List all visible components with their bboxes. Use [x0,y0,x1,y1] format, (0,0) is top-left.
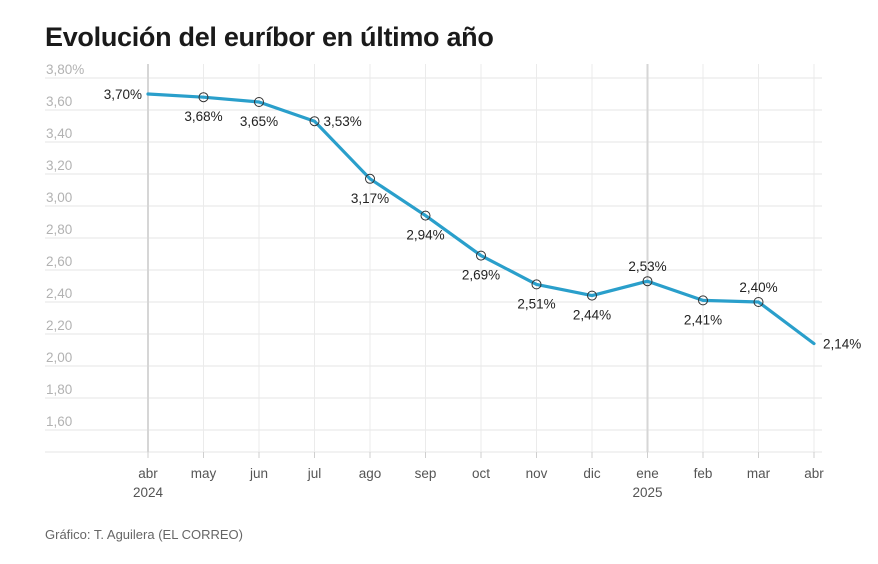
data-point [587,290,597,301]
x-tick-label: jul [307,466,322,481]
y-tick-label: 3,60 [46,94,72,109]
data-label: 2,41% [684,312,722,327]
data-label: 2,44% [573,308,611,323]
y-tick-label: 2,60 [46,254,72,269]
y-tick-label: 2,00 [46,350,72,365]
data-label: 2,51% [517,296,555,311]
y-tick-label: 3,00 [46,190,72,205]
y-tick-label: 1,60 [46,414,72,429]
x-axis: abr may jun jul ago sep oct nov dic ene feb mar abr 2… [133,452,824,500]
x-tick-label: jun [249,466,268,481]
data-point [254,97,264,107]
x-tick-label: nov [526,466,548,481]
data-point [642,276,653,287]
data-point [531,279,542,290]
y-tick-label: 3,80% [46,62,84,77]
data-label: 2,69% [462,268,500,283]
x-tick-label: ene [636,466,659,481]
x-tick-label: abr [138,466,158,481]
data-point [476,250,486,261]
chart-credit: Gráfico: T. Aguilera (EL CORREO) [45,527,243,542]
x-tick-label: dic [583,466,601,481]
x-tick-label: sep [415,466,437,481]
data-label: 3,17% [351,191,389,206]
data-label: 2,94% [406,228,444,243]
data-label: 3,70% [104,87,142,102]
line-chart: 3,80% 3,60 3,40 3,20 3,00 2,80 2,60 2,40 2,20 2,0… [45,62,862,500]
x-tick-label: abr [804,466,824,481]
data-point [198,92,209,103]
data-label: 2,14% [823,337,861,352]
series-line [146,92,816,346]
data-label: 3,68% [184,109,222,124]
chart-title: Evolución del euríbor en último año [45,22,494,52]
x-tick-label: mar [747,466,771,481]
data-label: 2,40% [739,280,777,295]
data-point [420,210,431,221]
y-tick-label: 1,80 [46,382,72,397]
y-tick-label: 3,40 [46,126,72,141]
data-point [753,297,764,307]
data-point [698,295,708,306]
x-tick-label: may [191,466,217,481]
y-tick-label: 2,80 [46,222,72,237]
grid [45,64,822,453]
y-tick-label: 3,20 [46,158,72,173]
x-tick-label: ago [359,466,382,481]
y-tick-label: 2,20 [46,318,72,333]
data-label: 2,53% [628,259,666,274]
x-tick-label: feb [694,466,713,481]
data-labels: 3,70% 3,68% 3,65% 3,53% 3,17% 2,94% 2,69% 2,51%… [104,87,862,352]
y-axis: 3,80% 3,60 3,40 3,20 3,00 2,80 2,60 2,40 2,20 2,0… [46,62,84,429]
data-points [198,92,764,307]
data-label: 3,65% [240,114,278,129]
x-year-label: 2024 [133,485,164,500]
x-tick-label: oct [472,466,490,481]
x-year-label: 2025 [632,485,662,500]
data-point [365,173,375,184]
data-point [309,116,320,127]
y-tick-label: 2,40 [46,286,72,301]
data-label: 3,53% [324,114,362,129]
